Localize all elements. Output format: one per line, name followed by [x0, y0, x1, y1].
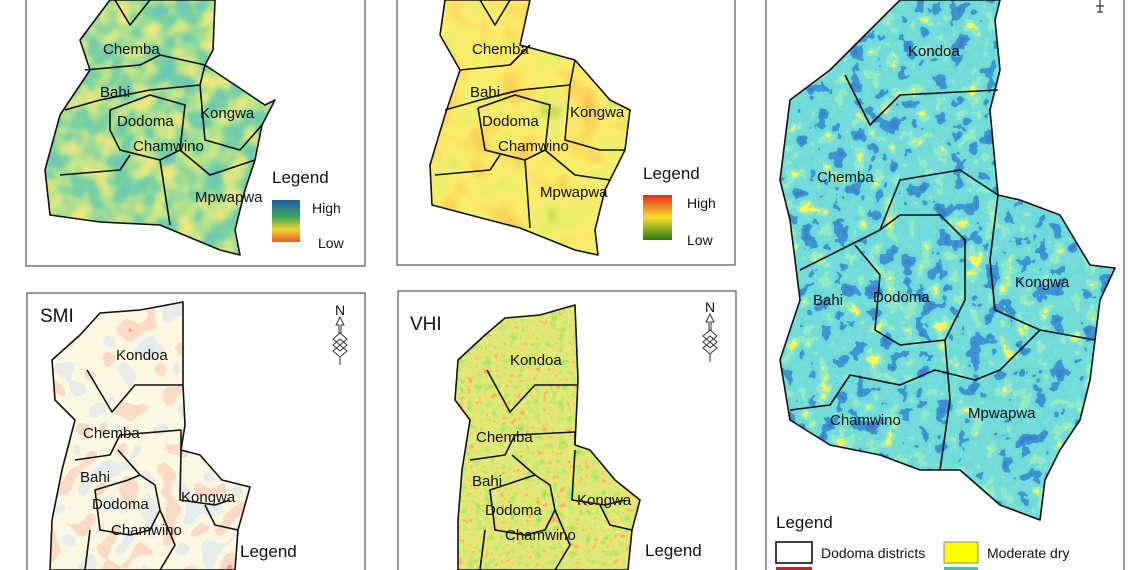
- legend-high: High: [687, 195, 716, 211]
- district-label: Kongwa: [570, 104, 625, 121]
- north-arrow-icon: N: [702, 299, 718, 362]
- district-label: Dodoma: [873, 289, 930, 306]
- district-label: Kondoa: [510, 352, 562, 369]
- district-label: Chamwino: [133, 138, 204, 155]
- district-label: Chamwino: [505, 527, 576, 544]
- district-label: Kongwa: [181, 489, 236, 506]
- district-label: Bahi: [80, 469, 110, 486]
- panel-title: SMI: [40, 306, 74, 327]
- legend-swatch-moderate-dry: [943, 541, 979, 564]
- legend-gradient: [272, 200, 300, 242]
- district-label: Kongwa: [200, 105, 255, 122]
- north-label: N: [335, 302, 345, 318]
- legend-high: High: [312, 200, 341, 216]
- north-label: N: [705, 299, 715, 315]
- district-label: Chemba: [476, 429, 533, 446]
- district-label: Dodoma: [482, 113, 539, 130]
- district-label: Dodoma: [485, 502, 542, 519]
- north-arrow-icon: [1096, 0, 1104, 13]
- district-label: Bahi: [100, 84, 130, 101]
- district-label: Mpwapwa: [195, 189, 263, 206]
- panel-c: Kondoa Chemba Bahi Dodoma Kongwa Chamwin…: [765, 0, 1125, 570]
- legend-low: Low: [687, 232, 714, 248]
- legend-swatch-red: [776, 567, 812, 570]
- district-label: Kongwa: [577, 492, 632, 509]
- district-label: Kondoa: [908, 43, 960, 60]
- district-label: Dodoma: [92, 496, 149, 513]
- legend-title: Legend: [776, 513, 833, 532]
- legend-title: Legend: [240, 542, 297, 561]
- legend-c: Legend Dodoma districts Moderate dry: [775, 513, 1069, 570]
- district-label: Chemba: [472, 41, 529, 58]
- panel-e-vhi: VHI Kondoa Chemba Bahi Dodoma Chamwino K…: [397, 290, 737, 570]
- legend-swatch-teal: [944, 567, 978, 570]
- district-label: Chamwino: [830, 412, 901, 429]
- legend-label: Moderate dry: [987, 545, 1069, 561]
- north-arrow-icon: N: [332, 302, 348, 365]
- district-label: Chemba: [103, 41, 160, 58]
- legend-title: Legend: [643, 164, 700, 183]
- district-label: Mpwapwa: [540, 184, 608, 201]
- legend-label: Dodoma districts: [821, 545, 925, 561]
- legend-a: Legend High Low: [272, 168, 345, 251]
- legend-low: Low: [318, 235, 345, 251]
- district-label: Kongwa: [1015, 274, 1070, 291]
- panel-d-smi: SMI Kondoa Chemba Bahi Dodoma Chamwino K…: [26, 292, 366, 570]
- panel-title: VHI: [410, 314, 442, 335]
- legend-gradient: [643, 195, 672, 240]
- district-label: Bahi: [813, 292, 843, 309]
- district-label: Bahi: [472, 473, 502, 490]
- panel-a: Chemba Bahi Dodoma Chamwino Kongwa Mpwap…: [25, 0, 366, 267]
- district-label: Chemba: [817, 169, 874, 186]
- district-label: Chamwino: [498, 138, 569, 155]
- district-label: Bahi: [470, 84, 500, 101]
- legend-title: Legend: [272, 168, 329, 187]
- panel-b: Chemba Bahi Dodoma Chamwino Kongwa Mpwap…: [396, 0, 736, 266]
- district-label: Kondoa: [116, 347, 168, 364]
- legend-title: Legend: [645, 541, 702, 560]
- district-label: Chemba: [83, 425, 140, 442]
- legend-b: Legend High Low: [643, 164, 716, 248]
- district-label: Chamwino: [111, 522, 182, 539]
- legend-swatch-districts: [775, 541, 813, 564]
- district-label: Dodoma: [117, 113, 174, 130]
- district-label: Mpwapwa: [968, 405, 1036, 422]
